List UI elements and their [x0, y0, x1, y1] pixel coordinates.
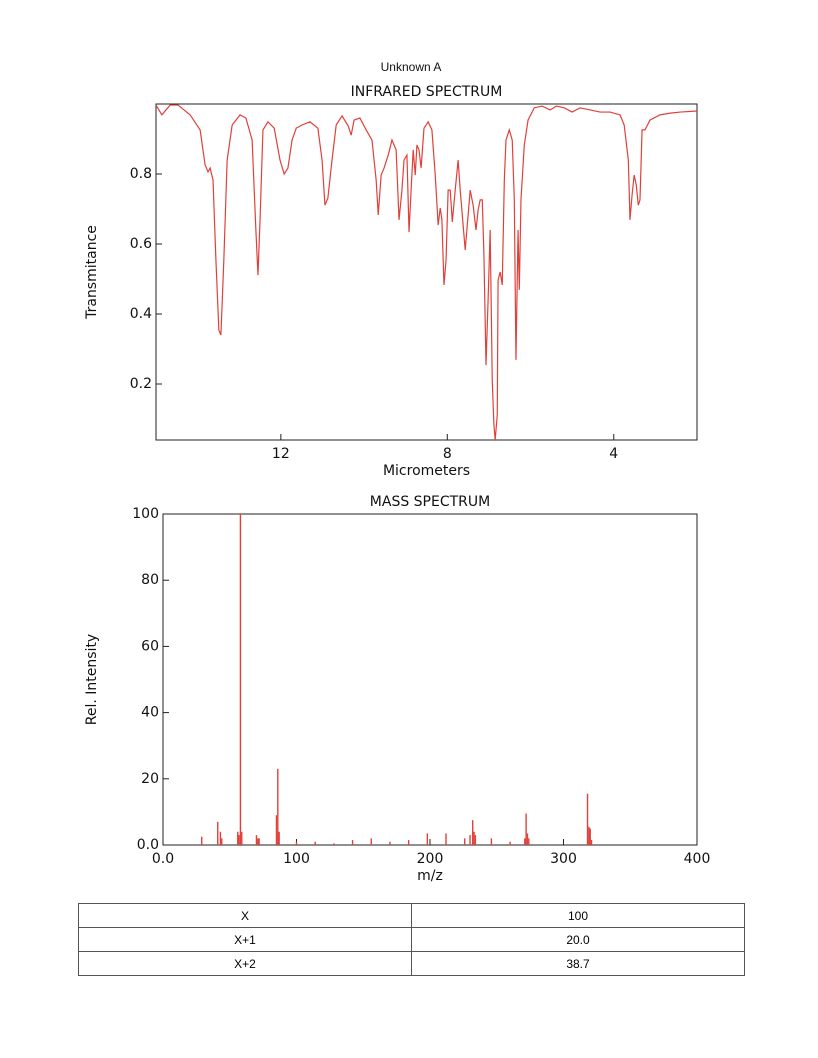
peak: [528, 838, 530, 845]
peak: [295, 841, 298, 845]
peak: [221, 838, 223, 845]
x-axis-label: m/z: [417, 868, 443, 884]
y-tick-label: 80: [141, 572, 159, 588]
peak: [333, 843, 335, 845]
table-cell: 38.7: [411, 951, 745, 976]
peak: [589, 828, 591, 845]
y-axis-label: Transmitance: [84, 225, 100, 320]
peak: [426, 833, 429, 845]
peak: [474, 835, 477, 845]
peak: [524, 838, 526, 845]
y-tick-label: 0.0: [137, 837, 159, 853]
ratio-table: X 100 X+1 20.0 X+2 38.7: [78, 903, 745, 976]
peak: [314, 841, 316, 845]
chart-title: INFRARED SPECTRUM: [351, 84, 503, 100]
table-row: X+1 20.0: [78, 927, 745, 952]
peak: [445, 833, 447, 845]
table-cell: X+2: [78, 951, 412, 976]
table-cell: X: [78, 903, 412, 928]
peak: [277, 768, 279, 845]
x-tick-label: 8: [443, 446, 452, 462]
peak: [201, 836, 203, 845]
peak: [275, 815, 278, 845]
peak: [389, 841, 391, 845]
peak: [473, 831, 475, 845]
y-tick-label: 60: [141, 638, 159, 654]
y-tick-label: 40: [141, 705, 159, 721]
y-tick-label: 0.2: [130, 376, 152, 392]
peak: [407, 840, 410, 845]
peak: [278, 831, 280, 845]
x-tick-label: 300: [550, 851, 577, 867]
peak: [526, 833, 529, 845]
peak: [509, 841, 511, 845]
table-cell: X+1: [78, 927, 412, 952]
peak: [370, 838, 372, 845]
peak: [241, 831, 243, 845]
peak: [490, 838, 493, 845]
peak: [257, 838, 259, 845]
table-row: X 100: [78, 903, 745, 928]
peak: [255, 835, 258, 845]
page-title: Unknown A: [381, 60, 442, 74]
x-tick-label: 4: [609, 446, 618, 462]
peak: [590, 840, 593, 845]
x-tick-label: 100: [283, 851, 310, 867]
y-tick-label: 100: [132, 506, 159, 522]
y-tick-label: 0.8: [130, 166, 152, 182]
x-axis-label: Micrometers: [383, 463, 470, 479]
y-tick-label: 0.4: [130, 306, 152, 322]
x-tick-label: 200: [417, 851, 444, 867]
plot-frame: [162, 513, 698, 846]
peak: [239, 514, 242, 845]
peak: [472, 820, 474, 845]
y-axis-label: Rel. Intensity: [84, 634, 100, 725]
peak: [588, 826, 590, 845]
peak: [586, 793, 589, 845]
chart-title: MASS SPECTRUM: [370, 494, 490, 510]
peak: [469, 835, 471, 845]
plot-frame: [155, 103, 698, 441]
peak: [525, 813, 527, 845]
peak: [219, 831, 222, 845]
peak: [217, 821, 219, 845]
x-tick-label: 12: [272, 446, 290, 462]
table-cell: 20.0: [411, 927, 745, 952]
x-tick-label: 0.0: [152, 851, 174, 867]
x-tick-label: 400: [684, 851, 711, 867]
peak: [258, 838, 260, 845]
peak: [238, 835, 240, 845]
peak: [351, 840, 354, 845]
table-cell: 100: [411, 903, 745, 928]
peak: [237, 831, 239, 845]
peak: [464, 838, 466, 845]
spectrum-line: [155, 104, 698, 441]
y-tick-label: 20: [141, 771, 159, 787]
table-row: X+2 38.7: [78, 951, 745, 976]
y-tick-label: 0.6: [130, 236, 152, 252]
